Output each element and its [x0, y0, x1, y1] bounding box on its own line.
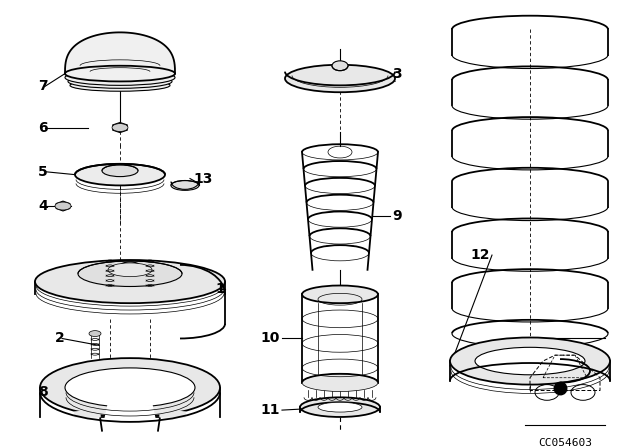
Ellipse shape — [475, 347, 585, 375]
Ellipse shape — [108, 263, 152, 277]
Ellipse shape — [112, 124, 128, 131]
Ellipse shape — [65, 66, 175, 82]
Ellipse shape — [285, 65, 395, 92]
Text: CC054603: CC054603 — [538, 438, 592, 448]
Ellipse shape — [450, 337, 610, 384]
Polygon shape — [56, 201, 70, 211]
Ellipse shape — [300, 397, 380, 417]
Ellipse shape — [302, 285, 378, 303]
Text: 1: 1 — [215, 282, 225, 297]
Ellipse shape — [120, 262, 140, 270]
Ellipse shape — [65, 69, 175, 86]
Text: 13: 13 — [193, 172, 212, 185]
Ellipse shape — [40, 358, 220, 417]
Ellipse shape — [65, 368, 195, 407]
Text: 10: 10 — [260, 332, 280, 345]
Text: 5: 5 — [38, 165, 48, 179]
Ellipse shape — [302, 374, 378, 392]
Ellipse shape — [35, 260, 225, 303]
Ellipse shape — [70, 79, 170, 91]
Text: 3: 3 — [392, 67, 402, 81]
Text: 11: 11 — [260, 403, 280, 417]
Ellipse shape — [332, 61, 348, 71]
Polygon shape — [113, 123, 127, 132]
Polygon shape — [65, 32, 175, 73]
Text: 2: 2 — [55, 332, 65, 345]
Ellipse shape — [55, 202, 71, 210]
Ellipse shape — [318, 402, 362, 412]
Text: 4: 4 — [38, 199, 48, 213]
Text: 8: 8 — [38, 385, 48, 400]
Ellipse shape — [68, 74, 172, 88]
Text: 9: 9 — [392, 209, 402, 223]
Text: 12: 12 — [470, 248, 490, 262]
Ellipse shape — [75, 164, 165, 185]
Ellipse shape — [102, 165, 138, 177]
Ellipse shape — [78, 261, 182, 286]
Polygon shape — [75, 407, 185, 417]
Polygon shape — [105, 405, 155, 419]
Text: 6: 6 — [38, 121, 48, 134]
Ellipse shape — [89, 331, 101, 336]
Text: 7: 7 — [38, 79, 48, 93]
Ellipse shape — [171, 181, 199, 190]
